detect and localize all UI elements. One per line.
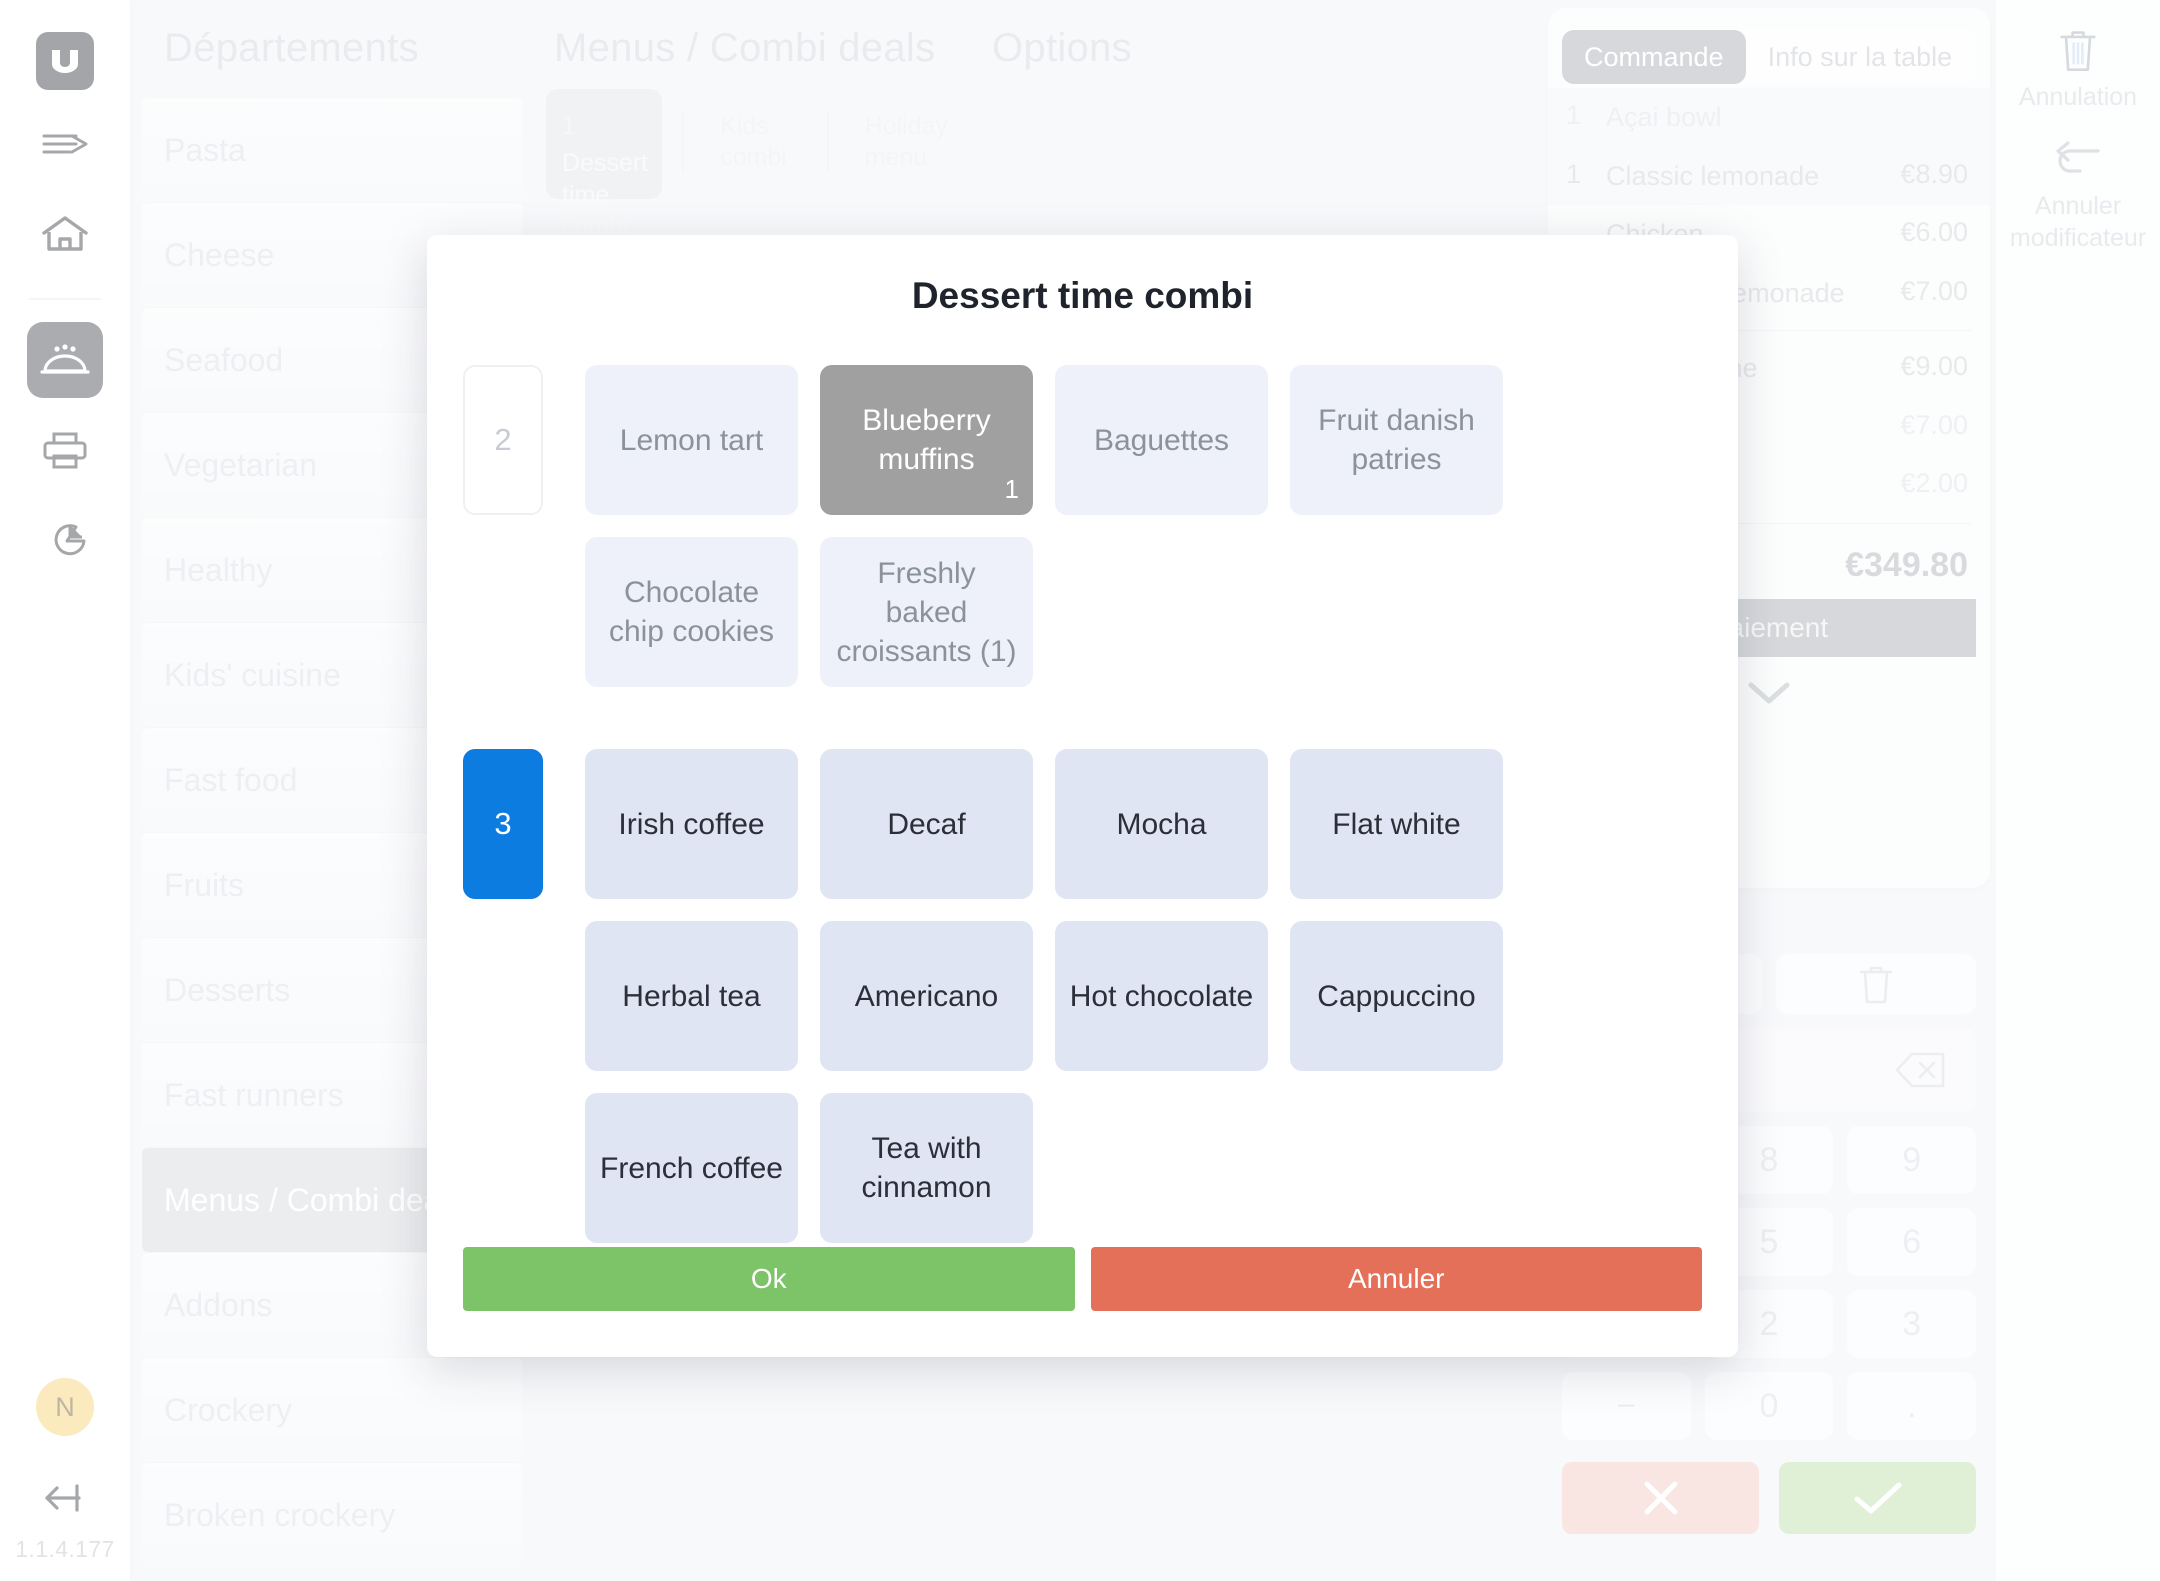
product-tile-label: Hot chocolate xyxy=(1069,979,1254,1013)
group-badge-1[interactable]: 2 xyxy=(463,365,543,515)
product-tile[interactable]: Baguettes xyxy=(1055,365,1268,515)
product-tile-label: Freshly baked croissants (1) xyxy=(836,556,1017,668)
cancel-button[interactable]: Annuler xyxy=(1090,1247,1702,1311)
ok-button[interactable]: Ok xyxy=(463,1247,1075,1311)
product-tile[interactable]: Decaf xyxy=(820,749,1033,899)
product-tile-label: Cappuccino xyxy=(1317,979,1476,1013)
product-tile[interactable]: Irish coffee xyxy=(585,749,798,899)
product-tile[interactable]: Blueberry muffins 1 xyxy=(820,365,1033,515)
modal-body: 2 Lemon tart Blueberry muffins 1 Baguettes F… xyxy=(427,327,1738,1247)
product-tile[interactable]: Herbal tea xyxy=(585,921,798,1071)
product-tile-label: Chocolate chip cookies xyxy=(608,576,775,648)
product-tile[interactable]: Americano xyxy=(820,921,1033,1071)
product-tile-label: French coffee xyxy=(600,1151,783,1185)
product-tile-label: Americano xyxy=(854,979,999,1013)
product-tile[interactable]: Flat white xyxy=(1290,749,1503,899)
group-1-tiles: Lemon tart Blueberry muffins 1 Baguettes Fru… xyxy=(585,365,1702,687)
product-tile-label: Irish coffee xyxy=(618,807,765,841)
product-tile[interactable]: Cappuccino xyxy=(1290,921,1503,1071)
product-tile[interactable]: Chocolate chip cookies xyxy=(585,537,798,687)
product-tile-label: Fruit danish patries xyxy=(1318,404,1475,476)
product-tile[interactable]: French coffee xyxy=(585,1093,798,1243)
product-tile[interactable]: Hot chocolate xyxy=(1055,921,1268,1071)
combo-modal: Dessert time combi 2 Lemon tart Blueberry… xyxy=(427,235,1738,1357)
product-tile-count: 1 xyxy=(1004,474,1019,505)
product-tile[interactable]: Mocha xyxy=(1055,749,1268,899)
product-tile[interactable]: Fruit danish patries xyxy=(1290,365,1503,515)
product-tile[interactable]: Tea with cinnamon xyxy=(820,1093,1033,1243)
product-tile[interactable]: Lemon tart xyxy=(585,365,798,515)
product-group-1: 2 Lemon tart Blueberry muffins 1 Baguettes F… xyxy=(463,327,1702,687)
modal-title: Dessert time combi xyxy=(911,275,1254,316)
modal-footer: Ok Annuler xyxy=(427,1247,1738,1357)
product-tile-label: Lemon tart xyxy=(619,423,764,457)
product-tile[interactable]: Freshly baked croissants (1) xyxy=(820,537,1033,687)
product-tile-label: Tea with cinnamon xyxy=(861,1132,992,1204)
product-tile-label: Baguettes xyxy=(1093,423,1230,457)
group-2-tiles: Irish coffee Decaf Mocha Flat white Herbal t… xyxy=(585,749,1702,1243)
product-tile-label: Blueberry muffins xyxy=(862,404,991,476)
product-tile-label: Herbal tea xyxy=(622,979,761,1013)
product-group-2: 3 Irish coffee Decaf Mocha Flat white Herbal… xyxy=(463,687,1702,1243)
product-tile-label: Flat white xyxy=(1332,807,1461,841)
product-tile-label: Decaf xyxy=(887,807,966,841)
product-tile-label: Mocha xyxy=(1116,807,1207,841)
group-badge-2[interactable]: 3 xyxy=(463,749,543,899)
